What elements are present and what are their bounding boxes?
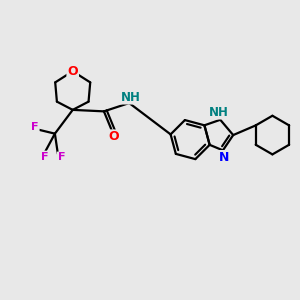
Text: F: F xyxy=(41,152,48,161)
Text: F: F xyxy=(58,152,65,162)
Text: NH: NH xyxy=(120,91,140,103)
Text: N: N xyxy=(219,151,230,164)
Text: F: F xyxy=(31,122,39,132)
Text: O: O xyxy=(108,130,119,143)
Text: O: O xyxy=(68,65,78,78)
Text: NH: NH xyxy=(209,106,229,118)
